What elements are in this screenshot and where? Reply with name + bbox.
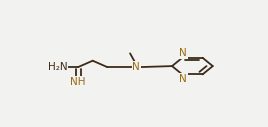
Text: NH: NH (70, 77, 86, 87)
Text: N: N (132, 62, 140, 72)
Text: N: N (179, 74, 187, 84)
Text: H₂N: H₂N (48, 62, 67, 72)
Text: N: N (179, 48, 187, 58)
